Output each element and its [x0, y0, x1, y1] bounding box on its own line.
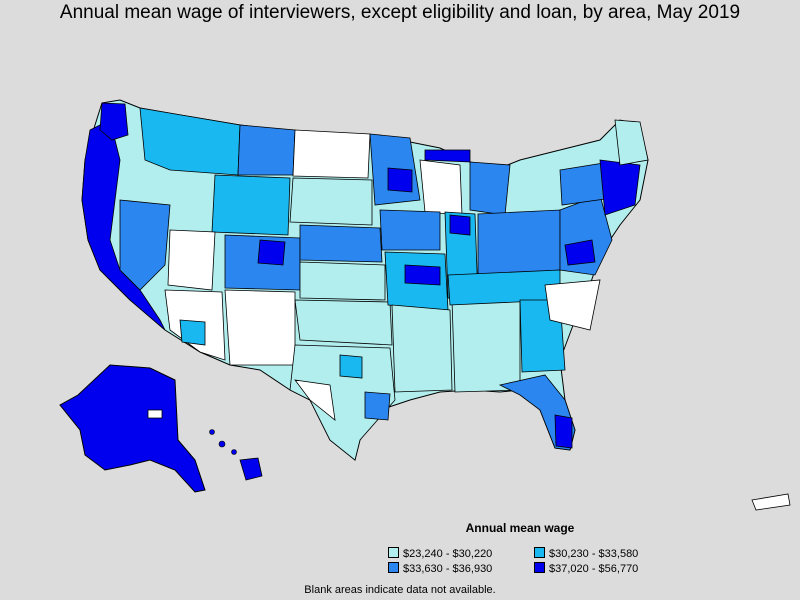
region-kansas-city [404, 264, 441, 286]
region-pacific-coast [81, 119, 166, 331]
region-hawaii-islet-2 [209, 429, 215, 435]
region-alaska [59, 364, 206, 493]
legend-item-2: $30,230 - $33,580 [534, 547, 638, 560]
region-maine [614, 119, 649, 166]
region-alaska-blank [147, 409, 163, 419]
legend-swatch-4 [534, 562, 545, 573]
legend-swatch-1 [388, 547, 399, 558]
region-michigan [469, 161, 511, 216]
legend-label-3: $33,630 - $36,930 [403, 563, 493, 575]
region-kansas [299, 261, 386, 301]
region-mountain-north [139, 107, 241, 176]
region-upper-michigan [424, 149, 471, 163]
region-oklahoma [294, 299, 393, 346]
region-indiana-ohio [477, 209, 561, 276]
map-title: Annual mean wage of interviewers, except… [59, 2, 741, 23]
region-montana-east [237, 124, 296, 176]
region-wisconsin [419, 159, 463, 216]
region-puerto-rico [751, 493, 791, 511]
region-hawaii-main [239, 457, 263, 481]
region-texas [289, 344, 396, 461]
region-hawaii-islet-1 [218, 440, 226, 448]
region-denver [257, 239, 286, 266]
legend-swatch-3 [388, 562, 399, 573]
region-minneapolis [387, 167, 413, 193]
region-phoenix [179, 319, 206, 346]
region-texas-west-blank [294, 379, 336, 421]
region-puget-sound [99, 102, 129, 141]
region-dc-baltimore [564, 239, 596, 266]
region-nebraska [299, 224, 383, 263]
legend-title: Annual mean wage [465, 521, 575, 535]
region-wyoming [211, 174, 291, 236]
region-south-dakota [289, 177, 373, 226]
region-dallas [339, 354, 363, 379]
region-iowa [379, 209, 441, 251]
region-south-florida [554, 414, 573, 449]
region-utah-blank [167, 229, 216, 291]
legend-label-1: $23,240 - $30,220 [403, 548, 493, 560]
legend-label-2: $30,230 - $33,580 [549, 548, 639, 560]
region-north-dakota [292, 129, 371, 179]
legend-item-3: $33,630 - $36,930 [388, 562, 492, 575]
legend-item-4: $37,020 - $56,770 [534, 562, 638, 575]
footnote: Blank areas indicate data not available. [304, 584, 496, 596]
region-houston [364, 391, 391, 421]
legend-item-1: $23,240 - $30,220 [388, 547, 492, 560]
legend-label-4: $37,020 - $56,770 [549, 563, 639, 575]
region-chicago [449, 214, 471, 236]
region-mississippi-alabama [451, 297, 521, 393]
region-carolinas-blank [544, 279, 601, 331]
region-arkansas-louisiana [391, 304, 453, 393]
region-nevada [119, 199, 171, 291]
legend-swatch-2 [534, 547, 545, 558]
region-hawaii-islet-3 [231, 449, 237, 455]
region-newmexico-blank [224, 289, 296, 366]
